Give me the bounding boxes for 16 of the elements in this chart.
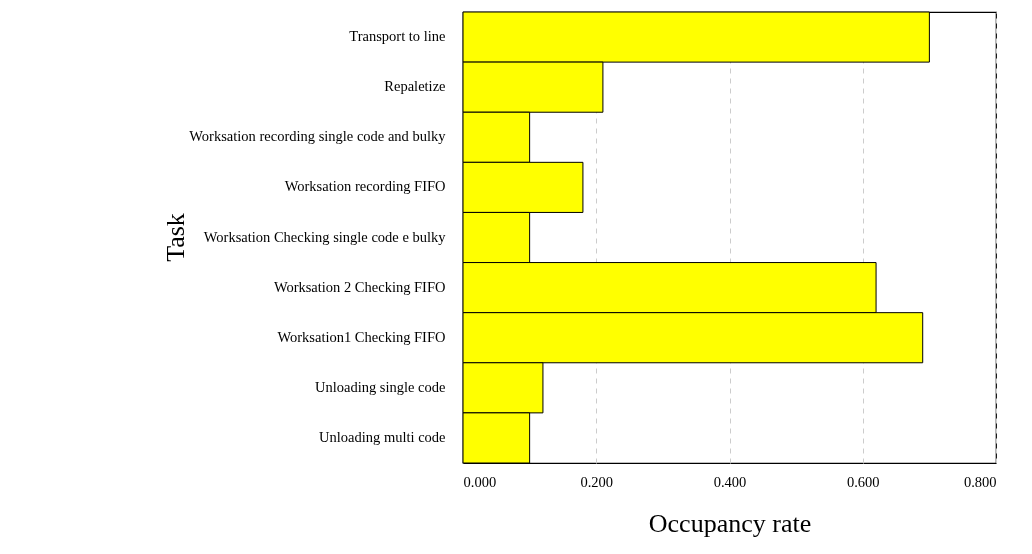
y-tick-label: Transport to line — [349, 28, 446, 45]
y-tick-label: Worksation recording single code and bulky — [189, 128, 447, 145]
x-tick-label: 0.200 — [580, 473, 614, 490]
y-tick-label: Unloading single code — [315, 378, 446, 395]
y-tick-label: Worksation 2 Checking FIFO — [273, 278, 446, 295]
y-tick-label: Worksation recording FIFO — [284, 178, 446, 195]
x-tick-label: 0.400 — [713, 473, 747, 490]
y-tick-label: Worksation Checking single code e bulky — [203, 228, 447, 245]
y-tick-label: Unloading multi code — [319, 428, 446, 445]
x-axis-title: Occupancy rate — [648, 509, 812, 538]
x-tick-label: 0.600 — [846, 473, 880, 490]
y-tick-label: Repaletize — [384, 78, 446, 95]
y-axis-title: Task — [160, 213, 190, 262]
x-tick-label: 0.000 — [463, 473, 497, 490]
x-tick-label: 0.800 — [963, 473, 997, 490]
y-tick-label: Worksation1 Checking FIFO — [277, 328, 446, 345]
